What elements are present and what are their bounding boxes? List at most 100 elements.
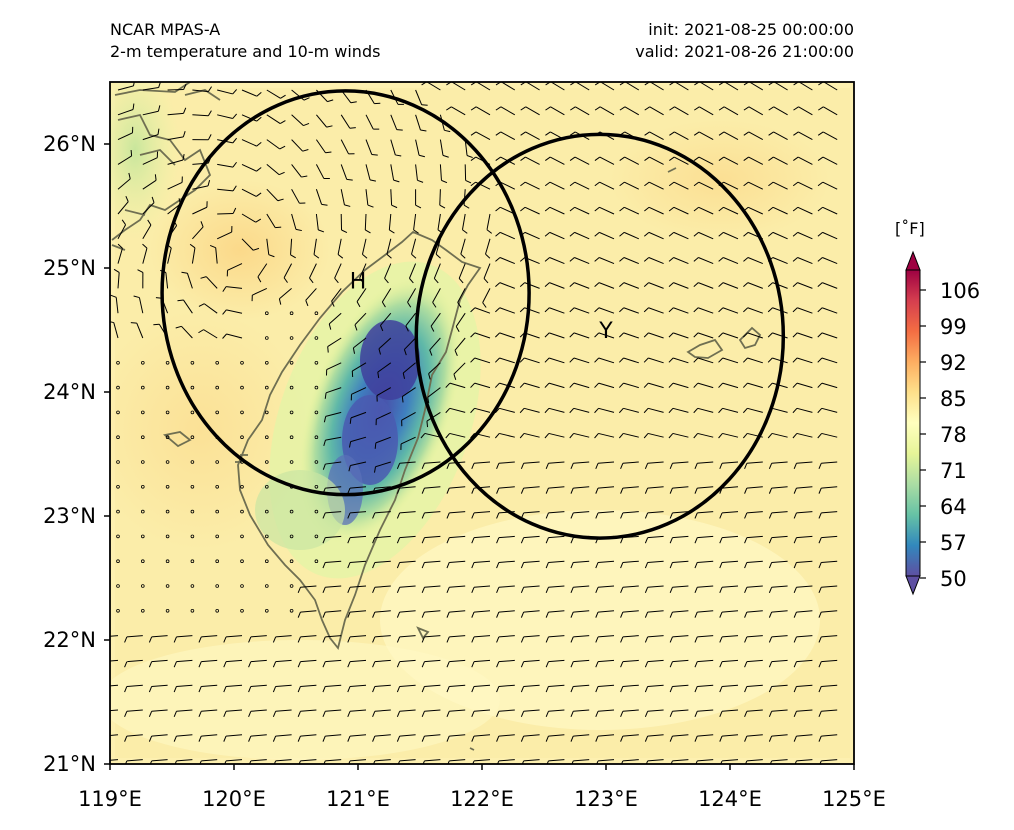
wind-barb [446, 486, 466, 494]
wind-barb [569, 282, 590, 289]
wind-barb [372, 734, 391, 742]
wind-barb [439, 164, 448, 184]
wind-barb [495, 106, 516, 116]
wind-barb [117, 149, 133, 165]
wind-barb [768, 181, 788, 190]
wind-barb [793, 486, 813, 494]
calm-wind-dot [314, 460, 319, 464]
wind-barb [470, 106, 491, 116]
wind-barb [471, 635, 491, 643]
wind-barb [817, 231, 838, 240]
wind-barb [470, 382, 491, 389]
wind-barb [365, 189, 374, 208]
calm-wind-dot [289, 336, 294, 340]
wind-barb [380, 312, 392, 332]
wind-barb [327, 337, 342, 353]
wind-barb [372, 635, 391, 643]
wind-barb [322, 734, 342, 742]
wind-barb [595, 635, 615, 643]
wind-barb [744, 461, 763, 470]
wind-barb [117, 126, 134, 141]
calm-wind-dot [165, 385, 170, 390]
wind-barb [718, 382, 739, 389]
wind-barb [620, 486, 639, 494]
wind-barb [291, 139, 309, 152]
calm-wind-dot [264, 311, 269, 316]
wind-barb [496, 684, 515, 693]
calm-wind-dot [215, 534, 220, 539]
wind-barb [792, 382, 813, 389]
wind-barb [520, 560, 540, 569]
wind-barb [618, 407, 639, 414]
wind-barb [818, 585, 838, 594]
colorbar-tick-label: 64 [940, 495, 967, 519]
wind-barb [421, 511, 441, 519]
wind-barb [768, 635, 788, 643]
wind-barb [198, 709, 218, 718]
wind-barb [595, 709, 615, 718]
wind-barb [620, 560, 639, 569]
wind-barb [396, 585, 416, 594]
wind-barb [594, 382, 615, 389]
wind-barb [322, 461, 342, 470]
calm-wind-dot [289, 360, 294, 365]
wind-barb [454, 337, 466, 357]
wind-barb [348, 461, 367, 472]
wind-barb [520, 461, 540, 470]
wind-barb [470, 131, 491, 141]
wind-barb [241, 238, 260, 251]
wind-barb [767, 432, 788, 439]
wind-barb [570, 461, 590, 470]
wind-barb [569, 181, 590, 190]
wind-barb [297, 635, 317, 643]
wind-barb [520, 535, 540, 544]
wind-barb [594, 257, 615, 265]
wind-barb [545, 461, 565, 470]
wind-barb [742, 382, 763, 389]
wind-barb [496, 610, 515, 618]
wind-barb [173, 684, 193, 693]
wind-barb [743, 332, 763, 339]
wind-barb [372, 585, 391, 594]
wind-barb [198, 734, 218, 742]
wind-barb [619, 231, 640, 240]
calm-wind-dot [215, 385, 220, 390]
wind-barb [595, 511, 615, 519]
calm-wind-dot [116, 608, 120, 613]
wind-barb [124, 684, 143, 693]
wind-barb [569, 206, 590, 215]
wind-barb [177, 299, 193, 314]
wind-barb [117, 243, 123, 264]
wind-barb [595, 734, 615, 742]
wind-barb [222, 286, 243, 292]
wind-barb [340, 189, 351, 207]
calm-wind-dot [116, 584, 120, 588]
wind-barb [520, 709, 540, 718]
wind-barb [818, 535, 838, 544]
wind-barb [266, 139, 286, 150]
wind-barb [545, 684, 565, 693]
wind-barb [619, 332, 639, 339]
storm-radius-circle [160, 89, 531, 497]
wind-barb [817, 407, 838, 414]
wind-barb [175, 325, 193, 339]
wind-barb [792, 206, 813, 215]
wind-barb [544, 432, 565, 439]
wind-barb [340, 164, 353, 181]
wind-barb [545, 511, 565, 519]
wind-barb [496, 461, 515, 470]
wind-barb [173, 709, 193, 718]
colorbar-tick-label: 78 [940, 423, 967, 447]
wind-barb [396, 734, 416, 742]
wind-barb [644, 131, 664, 141]
wind-barb [594, 231, 615, 240]
wind-barb [668, 282, 689, 289]
wind-barb [693, 206, 714, 215]
wind-barb [570, 610, 590, 618]
wind-barb [415, 89, 428, 106]
wind-barb [643, 382, 664, 389]
wind-barb [594, 332, 615, 339]
colorbar-tick-label: 85 [940, 387, 967, 411]
wind-barb [718, 332, 739, 339]
wind-barb [520, 659, 540, 668]
